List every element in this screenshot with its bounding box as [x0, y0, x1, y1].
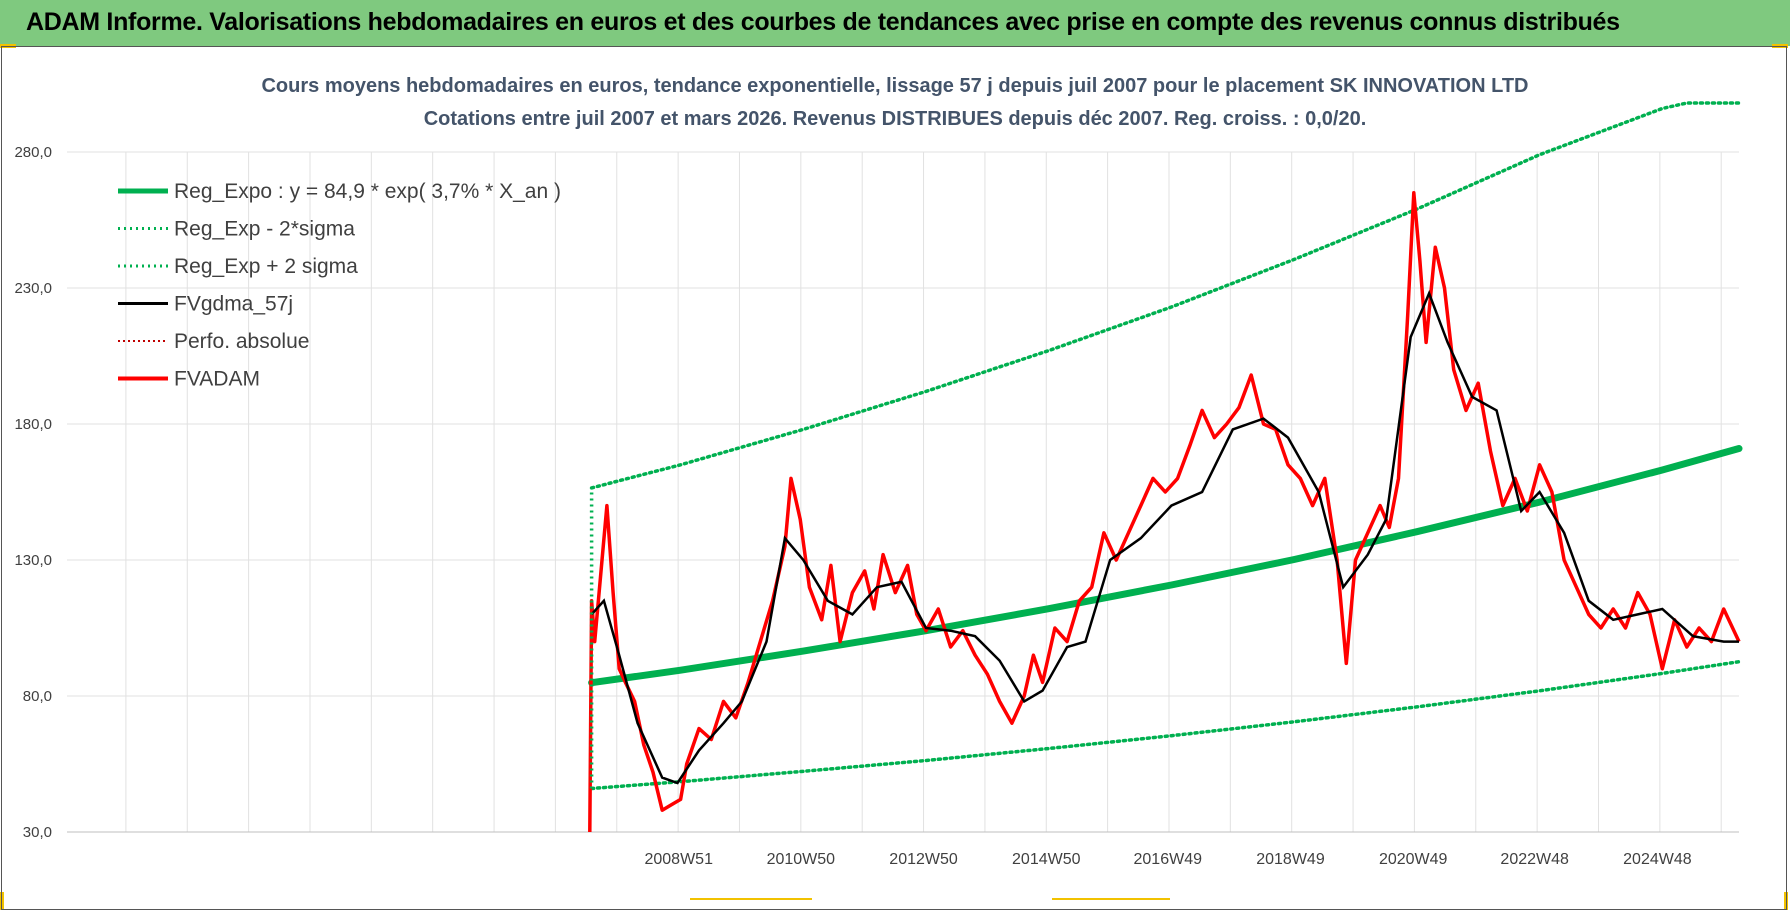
x-tick-label: 2012W50 [889, 851, 958, 868]
series-reg-exp-minus-2sigma-line [589, 659, 1741, 791]
corner-marker-bottom-left [0, 892, 4, 910]
header-bar: ADAM Informe. Valorisations hebdomadaire… [0, 0, 1790, 46]
x-tick-label: 2014W50 [1012, 851, 1081, 868]
chart-frame [1, 46, 1787, 910]
bottom-accent-2 [1052, 898, 1170, 900]
legend-label: FVADAM [174, 368, 260, 391]
chart-title-line-1: Cours moyens hebdomadaires en euros, ten… [261, 75, 1528, 97]
x-tick-label: 2020W49 [1379, 851, 1448, 868]
x-tick-label: 2022W48 [1500, 851, 1569, 868]
chart-title-line-2: Cotations entre juil 2007 et mars 2026. … [424, 108, 1367, 130]
x-tick-label: 2024W48 [1623, 851, 1692, 868]
series-fvgdma-57j-line [590, 290, 1739, 785]
y-tick-label: 180,0 [14, 416, 52, 433]
y-tick-label: 230,0 [14, 280, 52, 297]
bottom-accent-1 [690, 898, 812, 900]
x-tick-label: 2010W50 [767, 851, 836, 868]
legend-label: Reg_Exp - 2*sigma [174, 218, 355, 241]
y-tick-label: 280,0 [14, 144, 52, 161]
y-tick-label: 30,0 [23, 824, 52, 841]
y-tick-label: 80,0 [23, 688, 52, 705]
series-reg-exp-plus-2sigma-line [589, 101, 1741, 490]
legend: Reg_Expo : y = 84,9 * exp( 3,7% * X_an )… [118, 180, 561, 391]
x-tick-label: 2016W49 [1134, 851, 1203, 868]
y-tick-label: 130,0 [14, 552, 52, 569]
grid [67, 151, 1739, 833]
legend-label: Reg_Exp + 2 sigma [174, 255, 358, 278]
x-tick-label: 2018W49 [1256, 851, 1325, 868]
series-reg-expo-line [588, 445, 1743, 687]
header-title: ADAM Informe. Valorisations hebdomadaire… [26, 8, 1620, 36]
legend-label: FVgdma_57j [174, 293, 293, 316]
x-axis-ticks: 2008W51 2010W50 2012W50 2014W50 2016W49 2018W… [644, 851, 1691, 868]
x-tick-label: 2008W51 [644, 851, 713, 868]
chart-title: Cours moyens hebdomadaires en euros, ten… [261, 75, 1528, 130]
legend-label: Perfo. absolue [174, 330, 309, 353]
legend-label: Reg_Expo : y = 84,9 * exp( 3,7% * X_an ) [174, 180, 561, 203]
series [588, 101, 1743, 833]
y-axis-ticks: 280,0 230,0 180,0 130,0 80,0 30,0 [14, 144, 52, 841]
